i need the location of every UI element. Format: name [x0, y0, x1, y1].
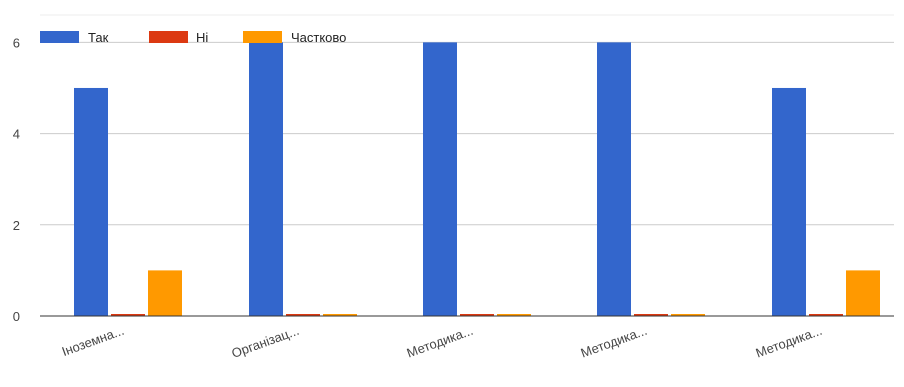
x-tick-label: Методика...: [579, 323, 649, 361]
legend-label: Частково: [291, 30, 346, 45]
legend-item: Частково: [243, 30, 346, 45]
legend: Так Ні Частково: [40, 30, 346, 45]
y-tick-label: 4: [13, 127, 20, 142]
gridlines: [40, 14, 894, 226]
y-tick-label: 6: [13, 35, 20, 50]
bar-частково: [846, 270, 880, 316]
bar-частково: [148, 270, 182, 316]
x-tick-label: Методика...: [754, 323, 824, 361]
bar-ні: [286, 314, 320, 316]
bars: [74, 42, 880, 316]
bar-ні: [634, 314, 668, 316]
legend-swatch: [243, 31, 282, 43]
legend-label: Так: [88, 30, 109, 45]
bar-так: [249, 42, 283, 316]
bar-частково: [497, 314, 531, 316]
x-tick-label: Іноземна...: [60, 323, 126, 359]
bar-так: [423, 42, 457, 316]
bar-ні: [460, 314, 494, 316]
legend-label: Ні: [196, 30, 208, 45]
bar-так: [597, 42, 631, 316]
x-tick-label: Методика...: [405, 323, 475, 361]
bar-ні: [809, 314, 843, 316]
x-tick-label: Організац...: [230, 323, 301, 361]
bar-так: [74, 87, 108, 316]
bar-ні: [111, 314, 145, 316]
legend-item: Ні: [149, 30, 208, 45]
legend-item: Так: [40, 30, 109, 45]
bar-частково: [671, 314, 705, 316]
y-tick-label: 0: [13, 309, 20, 324]
bar-так: [772, 87, 806, 316]
legend-swatch: [149, 31, 188, 43]
bar-частково: [323, 314, 357, 316]
legend-swatch: [40, 31, 79, 43]
y-tick-label: 2: [13, 218, 20, 233]
